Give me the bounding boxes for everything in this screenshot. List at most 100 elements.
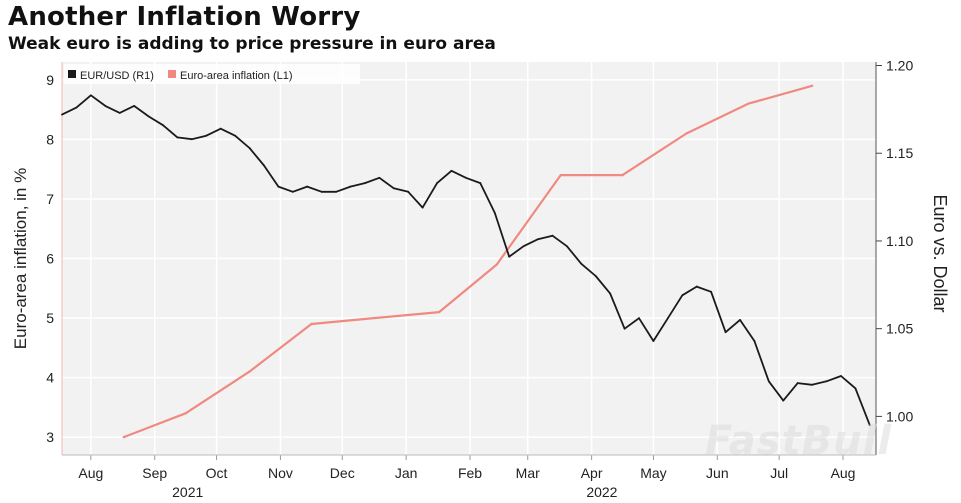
- legend-label-eur-usd: EUR/USD (R1): [80, 70, 154, 82]
- y-left-tick-label: 6: [46, 251, 54, 267]
- data-point-eurusd: [796, 382, 799, 384]
- data-point-eurusd: [666, 317, 669, 320]
- data-point-eurusd: [840, 375, 842, 377]
- data-point-inflation: [495, 263, 499, 266]
- data-point-eurusd: [263, 164, 265, 167]
- x-tick-label: Nov: [268, 465, 293, 481]
- data-point-eurusd: [710, 290, 713, 293]
- data-point-eurusd: [190, 138, 193, 141]
- data-point-eurusd: [565, 245, 568, 248]
- x-tick-label: Aug: [78, 465, 103, 481]
- data-point-eurusd: [335, 190, 337, 193]
- data-point-eurusd: [739, 319, 741, 321]
- legend-swatch-eur-usd: [68, 70, 76, 78]
- data-point-eurusd: [580, 262, 583, 265]
- data-point-eurusd: [349, 185, 352, 188]
- x-tick-label: Jan: [395, 465, 418, 481]
- y-left-tick-label: 4: [46, 370, 54, 386]
- y-left-tick-label: 5: [46, 310, 54, 326]
- legend-label-inflation: Euro-area inflation (L1): [180, 70, 293, 82]
- data-point-eurusd: [248, 147, 251, 149]
- y-right-axis-title: Euro vs. Dollar: [930, 194, 950, 312]
- data-point-inflation: [559, 173, 562, 177]
- data-point-eurusd: [508, 255, 511, 258]
- data-point-eurusd: [724, 331, 727, 334]
- data-point-eurusd: [782, 399, 785, 402]
- data-point-eurusd: [147, 115, 150, 118]
- data-point-inflation: [810, 84, 814, 88]
- y-right-tick-label: 1.15: [886, 145, 913, 161]
- x-tick-label: Aug: [831, 465, 856, 481]
- data-point-eurusd: [811, 383, 814, 386]
- data-point-inflation: [685, 132, 688, 135]
- data-point-eurusd: [104, 104, 107, 107]
- y-left-tick-label: 3: [46, 429, 54, 445]
- x-tick-label: Mar: [516, 465, 540, 481]
- data-point-eurusd: [767, 380, 770, 383]
- x-tick-label: Feb: [458, 465, 482, 481]
- data-point-eurusd: [623, 327, 626, 330]
- data-point-eurusd: [277, 185, 280, 188]
- data-point-eurusd: [551, 234, 554, 237]
- x-year-label: 2022: [586, 484, 617, 500]
- data-point-eurusd: [854, 387, 857, 390]
- data-point-eurusd: [61, 113, 63, 116]
- chart-subtitle: Weak euro is adding to price pressure in…: [8, 34, 496, 54]
- data-point-eurusd: [594, 275, 597, 277]
- data-point-inflation: [122, 435, 126, 439]
- data-point-inflation: [747, 102, 750, 105]
- data-point-eurusd: [364, 182, 366, 184]
- legend-box: [64, 64, 360, 84]
- legend-swatch-inflation: [168, 70, 176, 78]
- data-point-eurusd: [652, 340, 655, 342]
- data-point-eurusd: [537, 238, 539, 241]
- data-point-eurusd: [378, 176, 381, 179]
- data-point-eurusd: [609, 292, 612, 295]
- data-point-eurusd: [133, 104, 136, 107]
- x-tick-label: Apr: [581, 465, 603, 481]
- y-right-tick-label: 1.10: [886, 233, 913, 249]
- data-point-eurusd: [825, 380, 828, 383]
- y-left-tick-label: 7: [46, 191, 54, 207]
- data-point-eurusd: [436, 182, 438, 184]
- data-point-eurusd: [306, 185, 309, 188]
- data-point-eurusd: [162, 124, 164, 127]
- x-tick-label: May: [640, 465, 666, 481]
- data-point-eurusd: [89, 94, 92, 97]
- data-point-eurusd: [868, 424, 871, 427]
- data-point-eurusd: [205, 134, 208, 137]
- data-point-eurusd: [118, 111, 121, 114]
- data-point-eurusd: [291, 190, 294, 193]
- data-point-eurusd: [522, 245, 525, 248]
- data-point-eurusd: [392, 187, 395, 190]
- chart-title: Another Inflation Worry: [8, 2, 361, 32]
- data-point-eurusd: [75, 106, 78, 109]
- data-point-eurusd: [465, 176, 467, 179]
- watermark-logo: FastBull: [705, 418, 893, 464]
- y-left-tick-label: 9: [46, 72, 54, 88]
- data-point-eurusd: [695, 285, 698, 288]
- data-point-inflation: [310, 322, 313, 326]
- y-right-tick-label: 1.05: [886, 321, 913, 337]
- data-point-eurusd: [176, 136, 179, 139]
- data-point-inflation: [374, 316, 377, 320]
- data-point-eurusd: [753, 340, 756, 342]
- y-left-axis-title: Euro-area inflation, in %: [11, 168, 30, 349]
- data-point-eurusd: [234, 134, 237, 137]
- data-point-inflation: [248, 370, 251, 373]
- data-point-eurusd: [320, 190, 323, 193]
- x-tick-label: Sep: [142, 465, 167, 481]
- x-tick-label: Jun: [706, 465, 729, 481]
- y-right-tick-label: 1.00: [886, 408, 913, 424]
- x-tick-label: Dec: [330, 465, 355, 481]
- series-line-euro-area-inflation: [123, 84, 813, 439]
- data-point-eurusd: [450, 169, 453, 172]
- data-point-eurusd: [493, 211, 496, 214]
- data-point-eurusd: [681, 294, 684, 297]
- y-right-tick-label: 1.20: [886, 58, 913, 74]
- x-tick-label: Jul: [770, 465, 788, 481]
- data-point-inflation: [437, 310, 441, 314]
- data-point-eurusd: [219, 127, 222, 130]
- data-point-eurusd: [638, 317, 640, 320]
